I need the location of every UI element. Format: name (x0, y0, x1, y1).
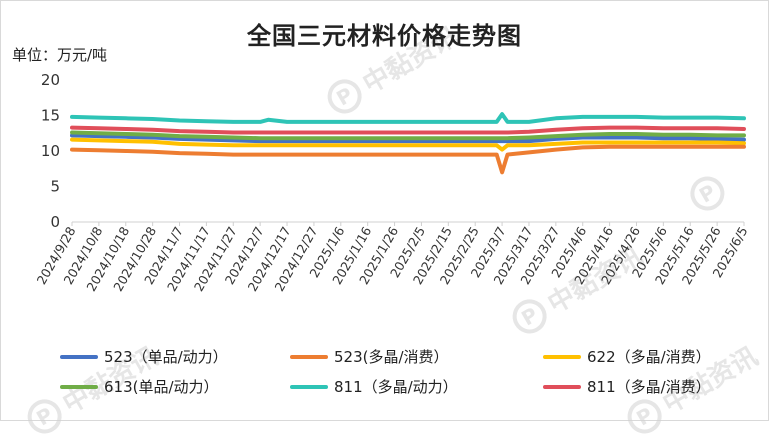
y-tick-label: 10 (41, 142, 60, 160)
legend-item: 613(单品/动力） (60, 376, 219, 397)
legend-swatch (290, 384, 328, 389)
legend-swatch (60, 384, 98, 389)
legend-swatch (543, 384, 581, 389)
legend-swatch (543, 354, 581, 359)
legend-label: 811（多晶/消费） (587, 378, 711, 396)
legend-label: 622（多晶/消费） (587, 348, 711, 366)
chart-frame (0, 0, 769, 421)
unit-label: 单位：万元/吨 (12, 46, 108, 64)
series-line (70, 125, 746, 135)
series-line (70, 144, 746, 175)
series-line (70, 133, 746, 144)
legend-item: 811（多晶/动力） (290, 376, 458, 397)
series-line (70, 112, 746, 124)
legend-swatch (290, 354, 328, 359)
legend-label: 523(多晶/消费） (334, 348, 449, 366)
legend-item: 622（多晶/消费） (543, 346, 711, 367)
legend-label: 523（单品/动力） (104, 348, 228, 366)
legend-item: 523（单品/动力） (60, 346, 228, 367)
legend-label: 811（多晶/动力） (334, 378, 458, 396)
y-tick-label: 5 (50, 178, 60, 196)
chart-title: 全国三元材料价格走势图 (247, 22, 522, 50)
y-tick-label: 15 (41, 107, 60, 125)
legend-item: 523(多晶/消费） (290, 346, 449, 367)
series-line (70, 130, 746, 141)
series-line (70, 137, 746, 152)
legend-item: 811（多晶/消费） (543, 376, 711, 397)
legend-swatch (60, 354, 98, 359)
legend-label: 613(单品/动力） (104, 378, 219, 396)
y-tick-label: 20 (41, 71, 60, 89)
plot-area: 051015202024/9/282024/10/82024/10/182024… (34, 71, 751, 294)
y-tick-label: 0 (50, 213, 60, 231)
